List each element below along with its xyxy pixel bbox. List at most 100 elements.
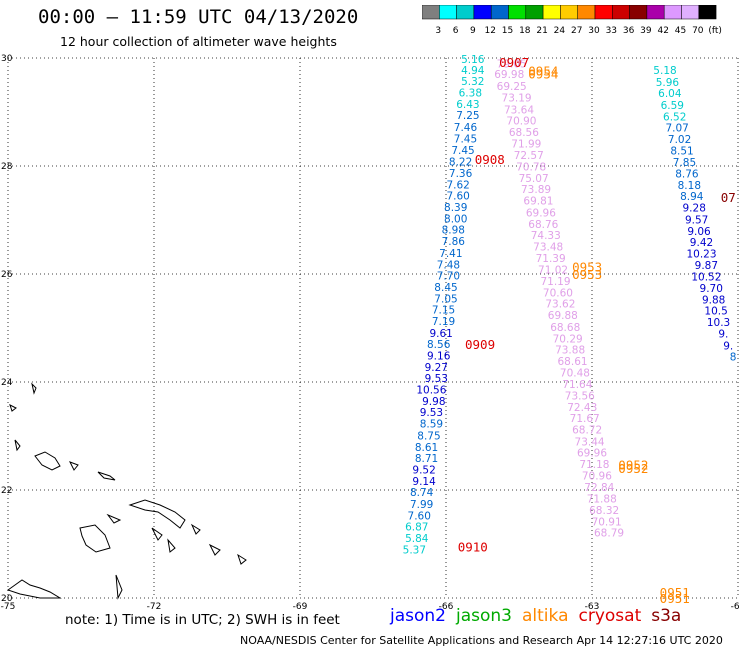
map-subtitle: 12 hour collection of altimeter wave hei… [60,34,337,49]
pass-id: 0953 [572,267,602,282]
scale-label: 36 [623,26,635,35]
lon-label: -75 [1,602,16,610]
wave-height-value: 7.36 [449,168,473,180]
wave-height-value: 6.04 [658,88,682,100]
wave-height-value: 69.25 [497,81,527,93]
footer-credit: NOAA/NESDIS Center for Satellite Applica… [240,634,723,647]
satellite-legend: jason2 jason3 altika cryosat s3a [390,606,691,626]
pass-id: 0953 [572,259,602,274]
wave-height-value: 7.48 [437,259,460,271]
pass-id: 0952 [618,458,648,473]
lat-label: 26 [1,270,13,280]
coastline [190,523,201,535]
pass-id: 0954 [528,67,558,82]
wave-height-value: 68.68 [550,322,580,334]
scale-label: (ft) [708,26,722,35]
wave-height-value: 9.57 [685,214,708,226]
coastline [237,553,247,565]
scale-label: 33 [606,26,617,35]
wave-height-value: 5.37 [403,544,426,556]
wave-height-value: 68.72 [572,425,602,437]
scale-swatch [698,5,717,20]
pass-id: 0908 [475,152,505,167]
wave-height-value: 7.02 [668,134,691,146]
wave-height-value: 7.60 [408,510,431,522]
wave-height-value: 7.25 [456,110,479,122]
lon-label: -69 [293,602,308,610]
pass-id: 0952 [618,461,648,476]
scale-label: 9 [470,26,476,35]
wave-height-value: 5.84 [405,533,429,545]
wave-height-value: 8.59 [420,419,443,431]
lon-label: -66 [439,602,454,610]
wave-height-value: 7.62 [446,179,469,191]
wave-height-value: 8.56 [427,339,451,351]
wave-height-value: 9.70 [700,283,723,295]
wave-height-value: 6.52 [663,111,686,123]
wave-height-value: 73.88 [555,345,585,357]
wave-height-value: 71.39 [536,253,566,265]
wave-height-value: 73.56 [565,391,595,403]
wave-height-value: 72.84 [584,482,614,494]
legend-s3a: s3a [651,606,682,626]
wave-height-value: 8.39 [444,202,467,214]
lat-label: 22 [1,486,12,496]
wave-height-value: 5.32 [461,76,484,88]
wave-height-value: 6.43 [456,99,479,111]
wave-height-value: 7.45 [454,133,477,145]
wave-height-value: 73.89 [521,184,551,196]
wave-height-value: 5.96 [656,77,680,89]
wave-height-value: 71.64 [562,379,592,391]
coastline [68,461,79,471]
map-title: 00:00 – 11:59 UTC 04/13/2020 [38,6,359,28]
coastline [79,524,111,553]
wave-height-value: 71.88 [587,494,617,506]
wave-height-value: 9.27 [425,362,448,374]
scale-label: 70 [692,26,704,35]
wave-height-value: 9.53 [420,407,443,419]
wave-height-value: 7.45 [451,145,474,157]
scale-label: 6 [453,26,459,35]
lat-label: 30 [1,54,13,64]
coastline [6,579,62,599]
wave-height-value: 8.22 [449,157,472,169]
wave-height-value: 6.87 [405,522,428,534]
wave-height-value: 68.56 [509,127,539,139]
pass-id: 0907 [499,55,529,70]
lat-label: 20 [1,594,13,604]
wave-height-value: 70.78 [516,162,546,174]
wave-height-value: 70.60 [543,287,573,299]
coastline [34,451,61,471]
pass-id: 0910 [458,540,488,555]
legend-jason2: jason2 [390,606,446,626]
wave-height-value: 71.19 [540,276,570,288]
wave-height-value: 69.81 [523,196,553,208]
wave-height-value: 8.00 [444,213,467,225]
scale-label: 3 [435,26,441,35]
scale-label: 30 [588,26,600,35]
wave-height-value: 8.18 [678,180,701,192]
coastline [97,471,116,481]
wave-height-value: 70.29 [553,333,583,345]
wave-height-value: 7.60 [446,191,469,203]
lon-label: -63 [585,602,600,610]
wave-height-value: 8.45 [434,282,457,294]
pass-id: 0951 [660,591,690,606]
wave-height-value: 7.05 [434,293,457,305]
wave-height-value: 74.33 [531,230,561,242]
wave-height-value: 9.16 [427,351,451,363]
wave-height-value: 8.94 [680,191,704,203]
wave-height-value: 10.3 [707,317,730,329]
wave-height-value: 9. [718,328,728,340]
wave-height-value: 4.94 [461,65,485,77]
wave-height-value: 9.88 [702,294,725,306]
scale-label: 39 [640,26,652,35]
wave-height-value: 8.51 [670,145,693,157]
wave-height-value: 71.02 [538,265,568,277]
scale-label: 18 [519,26,531,35]
coastline [151,527,163,541]
wave-height-value: 10.52 [691,272,721,284]
wave-height-value: 69.96 [526,207,556,219]
wave-height-value: 69.96 [577,448,607,460]
coastline [115,574,123,600]
